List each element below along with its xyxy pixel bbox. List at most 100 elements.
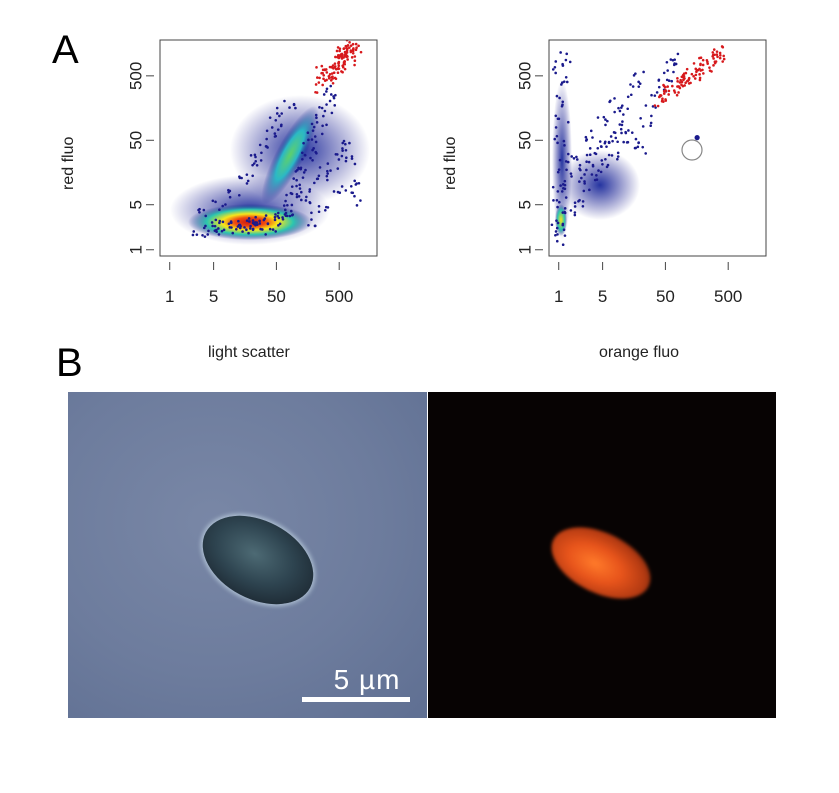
data-point — [329, 169, 332, 172]
data-point — [344, 148, 348, 152]
scale-bar — [302, 697, 410, 702]
data-point — [665, 78, 669, 82]
data-point — [251, 163, 254, 167]
gated-point — [314, 90, 317, 94]
data-point — [641, 125, 645, 128]
gated-point — [711, 51, 715, 54]
data-point — [313, 181, 316, 185]
data-point — [600, 159, 604, 162]
data-point — [573, 211, 577, 214]
data-point — [578, 163, 582, 167]
data-point — [616, 140, 619, 144]
data-point — [562, 80, 566, 83]
data-point — [573, 213, 577, 217]
gated-point — [712, 64, 715, 67]
data-point — [325, 123, 328, 127]
data-point — [251, 227, 255, 231]
gated-point — [351, 51, 355, 55]
data-point — [564, 160, 568, 163]
gated-point — [684, 81, 687, 85]
data-point — [581, 204, 585, 208]
data-point — [613, 97, 616, 100]
gated-point — [341, 64, 344, 68]
data-point — [562, 228, 566, 232]
plot-frame — [159, 39, 378, 257]
data-point — [565, 168, 568, 172]
data-point — [278, 222, 282, 226]
data-point — [552, 199, 555, 202]
data-point — [561, 223, 565, 227]
data-point — [569, 172, 573, 175]
data-point — [671, 58, 675, 62]
data-point — [310, 218, 313, 221]
data-point — [594, 152, 598, 156]
data-point — [587, 160, 591, 164]
data-point — [333, 104, 337, 107]
data-point — [563, 144, 566, 147]
gated-point — [677, 91, 680, 94]
gated-point — [722, 57, 726, 61]
data-point — [245, 228, 248, 231]
data-point — [277, 224, 280, 227]
gated-point — [338, 47, 342, 50]
gated-point — [682, 77, 685, 81]
data-point — [627, 129, 630, 132]
gated-point — [354, 48, 358, 52]
gated-point — [341, 70, 344, 74]
data-point — [198, 207, 201, 211]
data-point — [573, 205, 577, 208]
data-point — [639, 116, 642, 120]
data-point — [332, 190, 336, 193]
data-point — [329, 84, 333, 88]
gated-point — [663, 85, 667, 89]
data-point — [617, 106, 620, 110]
data-point — [637, 141, 640, 145]
data-point — [326, 172, 329, 175]
gated-point — [325, 71, 329, 74]
data-point — [289, 209, 293, 213]
data-point — [554, 114, 558, 118]
data-point — [558, 158, 562, 162]
data-point — [227, 222, 231, 226]
gated-point — [716, 55, 719, 59]
data-point — [315, 121, 319, 124]
data-point — [556, 205, 559, 209]
data-point — [292, 177, 296, 180]
data-point — [251, 219, 255, 222]
data-point — [273, 132, 277, 135]
data-point — [554, 71, 557, 75]
gated-point — [690, 72, 694, 76]
data-point — [313, 224, 317, 228]
density-cloud-plot-2 — [550, 45, 726, 246]
data-point — [669, 58, 673, 61]
gated-point — [711, 53, 715, 57]
data-point — [555, 134, 559, 138]
data-point — [637, 80, 640, 84]
data-point — [270, 126, 274, 129]
data-point — [554, 126, 558, 129]
data-point — [613, 110, 616, 114]
data-point — [325, 90, 328, 93]
gated-point — [329, 79, 333, 82]
data-point — [602, 115, 606, 119]
gated-point — [349, 44, 353, 47]
data-point — [551, 185, 555, 189]
data-point — [353, 162, 357, 166]
gated-point — [348, 41, 351, 44]
gated-point — [336, 66, 340, 70]
data-point — [297, 167, 301, 170]
gated-point — [328, 73, 332, 76]
data-point — [243, 226, 246, 229]
data-point — [320, 132, 324, 136]
gated-point — [664, 99, 668, 102]
gated-point — [330, 72, 334, 75]
data-point — [204, 224, 207, 228]
gated-point — [334, 77, 338, 81]
data-point — [565, 52, 569, 56]
gated-point — [679, 78, 682, 82]
data-point — [650, 114, 653, 118]
gated-point — [349, 49, 353, 52]
data-point — [616, 151, 620, 155]
gated-point — [677, 85, 681, 88]
data-point — [585, 153, 589, 157]
